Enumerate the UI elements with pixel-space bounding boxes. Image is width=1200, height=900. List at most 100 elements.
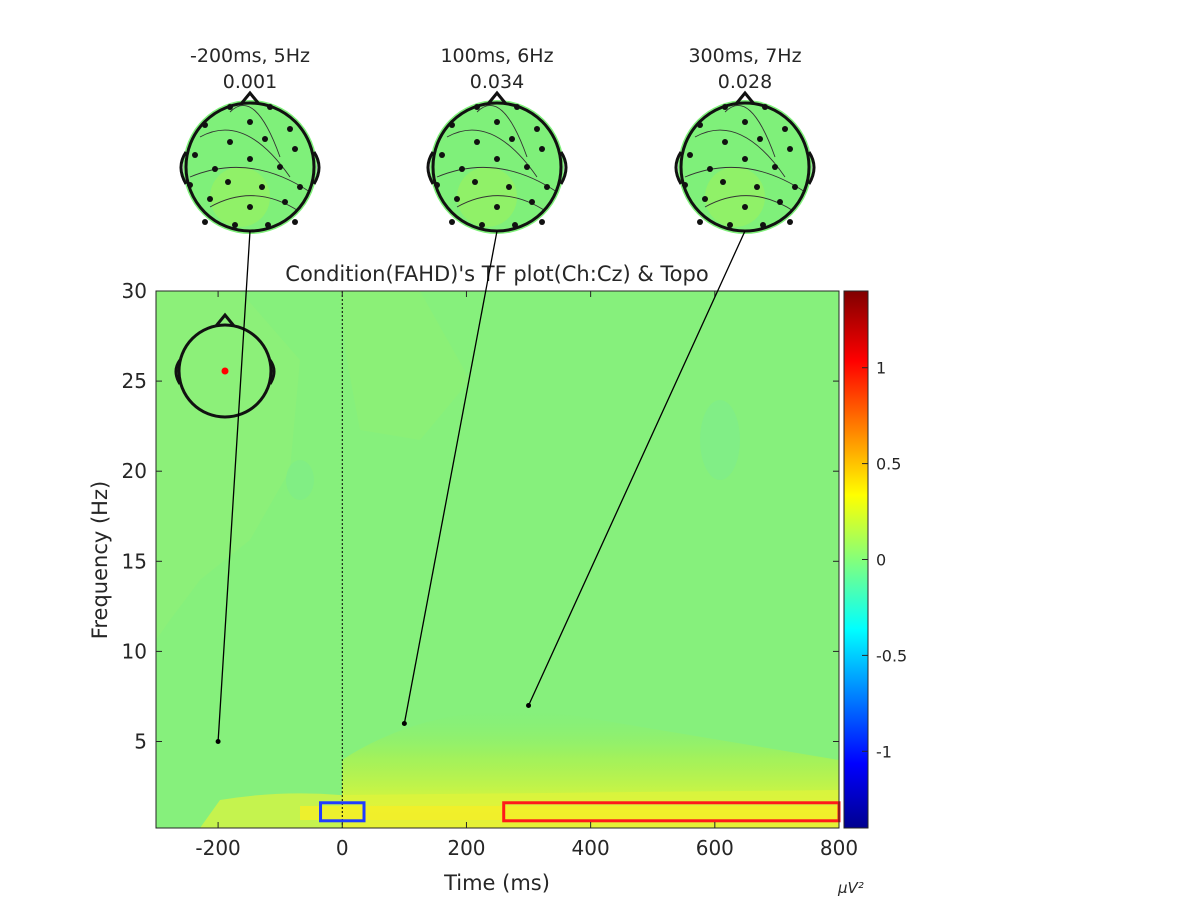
topo-connector-line xyxy=(217,230,251,742)
heatmap-region xyxy=(156,291,300,640)
x-axis: -200 0 200 400 600 800 xyxy=(195,291,858,860)
topo-electrode xyxy=(772,164,778,170)
chart-title: Condition(FAHD)'s TF plot(Ch:Cz) & Topo xyxy=(285,262,708,286)
topo-electrode xyxy=(282,199,288,205)
topo-electrode xyxy=(277,164,283,170)
heatmap-region xyxy=(340,291,470,440)
topo-ear-left xyxy=(179,151,188,185)
topo-maps: -200ms, 5Hz 0.001 100ms, 6Hz 0.034 300ms, 7H… xyxy=(179,45,816,234)
topo-contour-line xyxy=(476,105,528,158)
topo-electrode xyxy=(787,219,793,225)
topo-contour-line xyxy=(724,105,776,158)
y-tick-label: 25 xyxy=(122,369,147,393)
topo-electrode xyxy=(539,146,545,152)
y-tick-label: 20 xyxy=(122,459,147,483)
topo-electrode xyxy=(539,219,545,225)
topo-electrode xyxy=(207,196,213,202)
topo-shade xyxy=(705,167,765,227)
topo-value: 0.034 xyxy=(470,71,524,93)
topo-contour-line xyxy=(436,167,558,193)
topo-electrode xyxy=(192,152,198,158)
topo-contour-line xyxy=(684,167,806,193)
colorbar-tick-label: 0.5 xyxy=(876,455,901,474)
topo-electrode xyxy=(449,219,455,225)
topo-electrode xyxy=(494,204,500,210)
topo-electrode xyxy=(247,119,253,125)
head-nose xyxy=(214,312,236,327)
topo-ear-left xyxy=(426,151,435,185)
topo-electrode xyxy=(697,219,703,225)
colorbar-tick-label: 1 xyxy=(876,359,886,378)
topo-electrode xyxy=(534,126,540,132)
topo-electrode xyxy=(247,156,253,162)
heatmap-region xyxy=(286,460,314,500)
topo-electrode xyxy=(474,139,480,145)
topo-electrode xyxy=(544,184,550,190)
x-tick-label: -200 xyxy=(195,836,240,860)
heatmap-lowfreq-region xyxy=(300,806,839,820)
topo-connectors xyxy=(215,230,746,745)
colorbar-label: μV² xyxy=(837,879,864,897)
head-ears xyxy=(174,359,276,385)
topo-electrode xyxy=(459,166,465,172)
colorbar: -1 -0.5 0 0.5 1 μV² xyxy=(837,290,907,897)
topo-shade xyxy=(210,167,270,227)
topo-electrode xyxy=(202,219,208,225)
colorbar-tick-label: -0.5 xyxy=(876,646,907,665)
y-axis-label: Frequency (Hz) xyxy=(88,481,112,639)
topo-electrode xyxy=(512,222,518,228)
topo-ear-right xyxy=(807,151,816,185)
topo-electrode xyxy=(479,222,485,228)
topo-value: 0.028 xyxy=(718,71,772,93)
topo-contour-line xyxy=(189,167,311,193)
topo-electrode xyxy=(494,156,500,162)
topo-contour-line xyxy=(209,195,301,213)
topo-electrode xyxy=(227,139,233,145)
topo-electrode xyxy=(262,136,268,142)
topo-electrode xyxy=(287,126,293,132)
tf-point-marker xyxy=(526,702,532,708)
topo-electrode xyxy=(265,222,271,228)
topo-electrode xyxy=(720,179,726,185)
topo-electrode xyxy=(687,152,693,158)
topo-electrode xyxy=(757,136,763,142)
tf-point-marker xyxy=(215,739,221,745)
topo-contour-line xyxy=(704,195,796,213)
topo-map: 300ms, 7Hz 0.028 xyxy=(674,45,816,234)
topo-electrode xyxy=(742,156,748,162)
x-tick-label: 0 xyxy=(336,836,349,860)
topo-electrode xyxy=(722,139,728,145)
topo-electrode xyxy=(292,219,298,225)
y-axis: 5 10 15 20 25 30 xyxy=(122,279,839,754)
x-tick-label: 800 xyxy=(820,836,858,860)
topo-electrode xyxy=(297,184,303,190)
topo-electrode xyxy=(792,184,798,190)
topo-electrode xyxy=(472,179,478,185)
topo-label: 300ms, 7Hz xyxy=(688,45,801,67)
topo-shade xyxy=(457,167,517,227)
topo-electrode xyxy=(742,119,748,125)
topo-connector-line xyxy=(403,230,498,724)
topo-map: -200ms, 5Hz 0.001 xyxy=(179,45,321,234)
channel-marker-cz xyxy=(221,367,229,375)
topo-ear-right xyxy=(312,151,321,185)
topo-electrode xyxy=(439,152,445,158)
x-tick-label: 600 xyxy=(696,836,734,860)
topo-electrode xyxy=(212,166,218,172)
y-tick-label: 30 xyxy=(122,279,147,303)
colorbar-tick-label: 0 xyxy=(876,551,886,570)
topo-electrode xyxy=(777,199,783,205)
topo-electrode xyxy=(707,166,713,172)
topo-map: 100ms, 6Hz 0.034 xyxy=(426,45,568,234)
topo-connector-line xyxy=(527,230,746,706)
topo-nose xyxy=(486,90,508,105)
topo-contour-line xyxy=(456,195,548,213)
topo-electrode xyxy=(259,184,265,190)
colorbar-tick-label: -1 xyxy=(876,742,892,761)
topo-electrode xyxy=(232,222,238,228)
highlight-box-baseline xyxy=(319,801,366,823)
topo-label: 100ms, 6Hz xyxy=(440,45,553,67)
topo-electrode xyxy=(727,222,733,228)
y-tick-label: 5 xyxy=(134,730,147,754)
